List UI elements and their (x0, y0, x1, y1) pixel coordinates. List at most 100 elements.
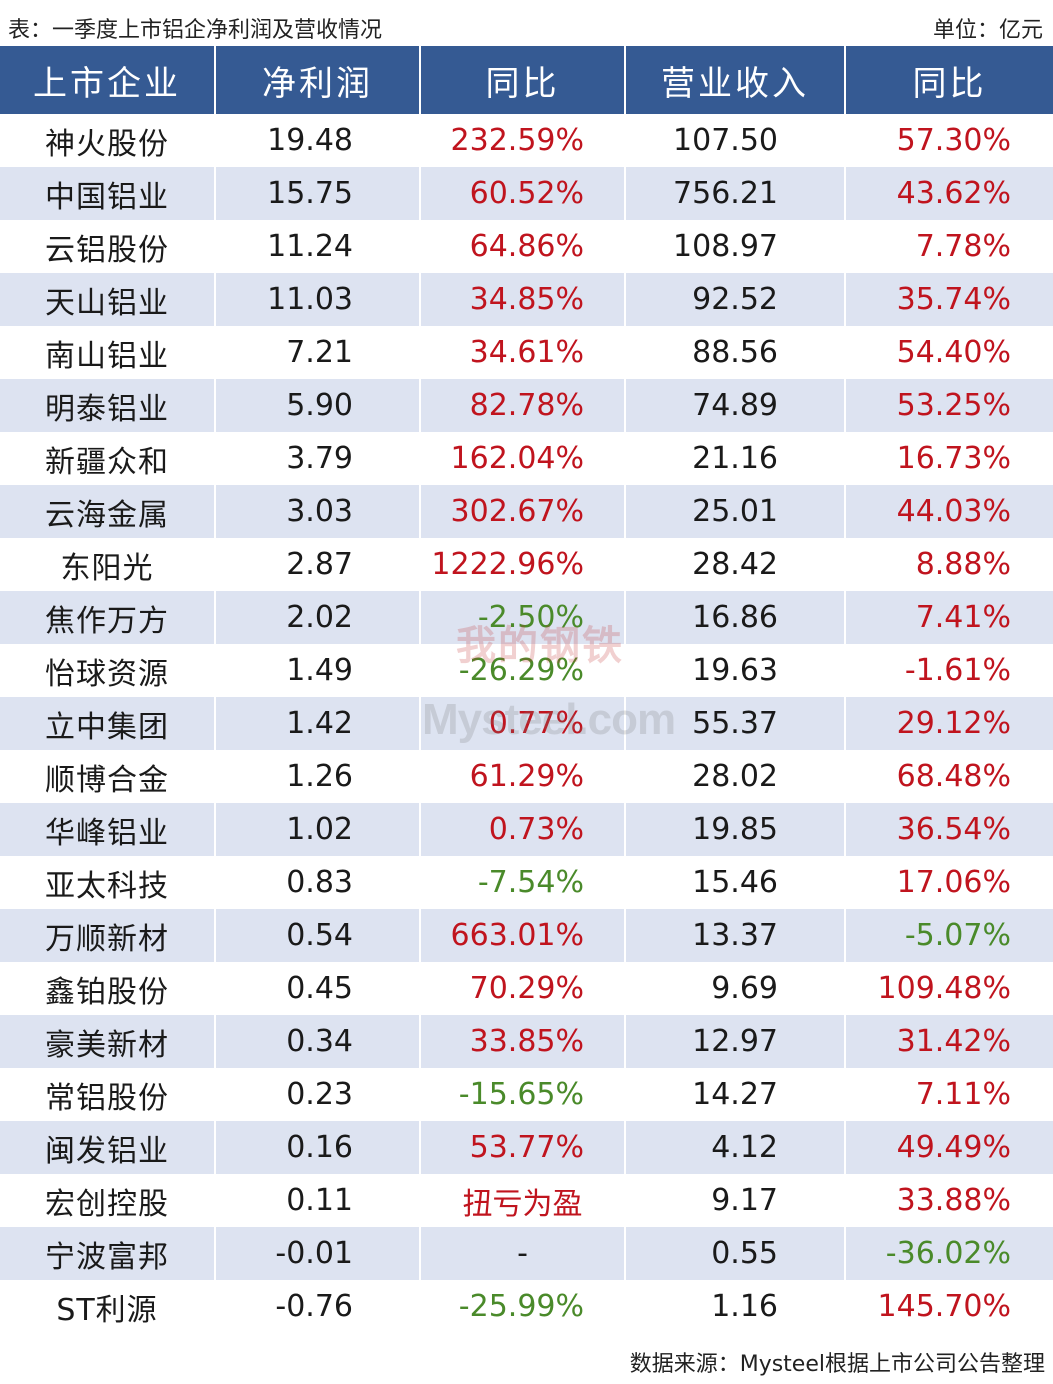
profit-yoy-cell: 70.29% (420, 962, 626, 1015)
revenue-cell: 25.01 (625, 485, 846, 538)
company-name-cell: 南山铝业 (0, 326, 216, 379)
profit-yoy-cell: 82.78% (420, 379, 626, 432)
company-name-cell: 怡球资源 (0, 644, 216, 697)
profit-yoy-cell: 0.77% (420, 697, 626, 750)
revenue-yoy-cell: 54.40% (845, 326, 1053, 379)
net-profit-cell: -0.01 (215, 1227, 421, 1280)
table-row: 焦作万方 2.02 -2.50% 16.86 7.41% (0, 591, 1053, 644)
revenue-yoy-cell: 31.42% (845, 1015, 1053, 1068)
profit-yoy-cell: 33.85% (420, 1015, 626, 1068)
table-row: 明泰铝业 5.90 82.78% 74.89 53.25% (0, 379, 1053, 432)
net-profit-cell: 19.48 (215, 114, 421, 167)
net-profit-cell: 0.54 (215, 909, 421, 962)
revenue-yoy-cell: 33.88% (845, 1174, 1053, 1227)
company-name-cell: 万顺新材 (0, 909, 216, 962)
revenue-cell: 19.63 (625, 644, 846, 697)
profit-yoy-cell: 302.67% (420, 485, 626, 538)
net-profit-cell: 7.21 (215, 326, 421, 379)
header-company: 上市企业 (0, 46, 216, 114)
net-profit-cell: 11.03 (215, 273, 421, 326)
table-caption: 表：一季度上市铝企净利润及营收情况 单位：亿元 (0, 0, 1053, 46)
company-name-cell: 云海金属 (0, 485, 216, 538)
header-row: 上市企业 净利润 同比 营业收入 同比 (0, 46, 1053, 114)
table-row: 豪美新材 0.34 33.85% 12.97 31.42% (0, 1015, 1053, 1068)
net-profit-cell: 0.45 (215, 962, 421, 1015)
revenue-yoy-cell: 7.11% (845, 1068, 1053, 1121)
company-name-cell: ST利源 (0, 1280, 216, 1333)
revenue-cell: 13.37 (625, 909, 846, 962)
net-profit-cell: 5.90 (215, 379, 421, 432)
net-profit-cell: 0.16 (215, 1121, 421, 1174)
revenue-cell: 14.27 (625, 1068, 846, 1121)
revenue-yoy-cell: 36.54% (845, 803, 1053, 856)
company-name-cell: 华峰铝业 (0, 803, 216, 856)
profit-yoy-cell: 232.59% (420, 114, 626, 167)
profit-yoy-cell: 34.61% (420, 326, 626, 379)
revenue-yoy-cell: 109.48% (845, 962, 1053, 1015)
revenue-yoy-cell: 16.73% (845, 432, 1053, 485)
revenue-yoy-cell: 57.30% (845, 114, 1053, 167)
revenue-yoy-cell: -36.02% (845, 1227, 1053, 1280)
revenue-yoy-cell: 29.12% (845, 697, 1053, 750)
table-title: 表：一季度上市铝企净利润及营收情况 (8, 18, 383, 43)
revenue-yoy-cell: 43.62% (845, 167, 1053, 220)
company-name-cell: 中国铝业 (0, 167, 216, 220)
company-name-cell: 立中集团 (0, 697, 216, 750)
revenue-cell: 74.89 (625, 379, 846, 432)
company-name-cell: 天山铝业 (0, 273, 216, 326)
profit-yoy-cell: 34.85% (420, 273, 626, 326)
table-row: 南山铝业 7.21 34.61% 88.56 54.40% (0, 326, 1053, 379)
revenue-cell: 15.46 (625, 856, 846, 909)
revenue-yoy-cell: -1.61% (845, 644, 1053, 697)
revenue-yoy-cell: 68.48% (845, 750, 1053, 803)
profit-yoy-cell: 53.77% (420, 1121, 626, 1174)
revenue-cell: 0.55 (625, 1227, 846, 1280)
net-profit-cell: 0.34 (215, 1015, 421, 1068)
revenue-yoy-cell: 53.25% (845, 379, 1053, 432)
net-profit-cell: 3.03 (215, 485, 421, 538)
company-name-cell: 神火股份 (0, 114, 216, 167)
company-name-cell: 东阳光 (0, 538, 216, 591)
aluminum-company-table: 上市企业 净利润 同比 营业收入 同比 神火股份 19.48 232.59% 107.… (0, 46, 1053, 1333)
revenue-cell: 19.85 (625, 803, 846, 856)
table-row: 立中集团 1.42 0.77% 55.37 29.12% (0, 697, 1053, 750)
company-name-cell: 亚太科技 (0, 856, 216, 909)
table-row: 东阳光 2.87 1222.96% 28.42 8.88% (0, 538, 1053, 591)
net-profit-cell: 1.49 (215, 644, 421, 697)
table-row: 中国铝业 15.75 60.52% 756.21 43.62% (0, 167, 1053, 220)
header-profit-yoy: 同比 (420, 46, 626, 114)
table-row: 怡球资源 1.49 -26.29% 19.63 -1.61% (0, 644, 1053, 697)
table-row: 万顺新材 0.54 663.01% 13.37 -5.07% (0, 909, 1053, 962)
table-row: ST利源 -0.76 -25.99% 1.16 145.70% (0, 1280, 1053, 1333)
net-profit-cell: 2.02 (215, 591, 421, 644)
table-row: 常铝股份 0.23 -15.65% 14.27 7.11% (0, 1068, 1053, 1121)
revenue-cell: 88.56 (625, 326, 846, 379)
table-row: 云海金属 3.03 302.67% 25.01 44.03% (0, 485, 1053, 538)
net-profit-cell: 0.83 (215, 856, 421, 909)
revenue-yoy-cell: 35.74% (845, 273, 1053, 326)
table-row: 新疆众和 3.79 162.04% 21.16 16.73% (0, 432, 1053, 485)
revenue-cell: 108.97 (625, 220, 846, 273)
revenue-cell: 9.17 (625, 1174, 846, 1227)
revenue-yoy-cell: 7.78% (845, 220, 1053, 273)
net-profit-cell: 11.24 (215, 220, 421, 273)
header-revenue: 营业收入 (625, 46, 846, 114)
revenue-yoy-cell: 145.70% (845, 1280, 1053, 1333)
revenue-cell: 16.86 (625, 591, 846, 644)
company-name-cell: 云铝股份 (0, 220, 216, 273)
net-profit-cell: 1.02 (215, 803, 421, 856)
table-row: 天山铝业 11.03 34.85% 92.52 35.74% (0, 273, 1053, 326)
revenue-cell: 107.50 (625, 114, 846, 167)
revenue-yoy-cell: 8.88% (845, 538, 1053, 591)
profit-yoy-cell: -26.29% (420, 644, 626, 697)
profit-yoy-cell: 扭亏为盈 (420, 1174, 626, 1227)
revenue-cell: 28.42 (625, 538, 846, 591)
company-name-cell: 顺博合金 (0, 750, 216, 803)
revenue-cell: 9.69 (625, 962, 846, 1015)
net-profit-cell: 2.87 (215, 538, 421, 591)
table-row: 闽发铝业 0.16 53.77% 4.12 49.49% (0, 1121, 1053, 1174)
company-name-cell: 明泰铝业 (0, 379, 216, 432)
net-profit-cell: 1.26 (215, 750, 421, 803)
company-name-cell: 常铝股份 (0, 1068, 216, 1121)
profit-yoy-cell: 0.73% (420, 803, 626, 856)
